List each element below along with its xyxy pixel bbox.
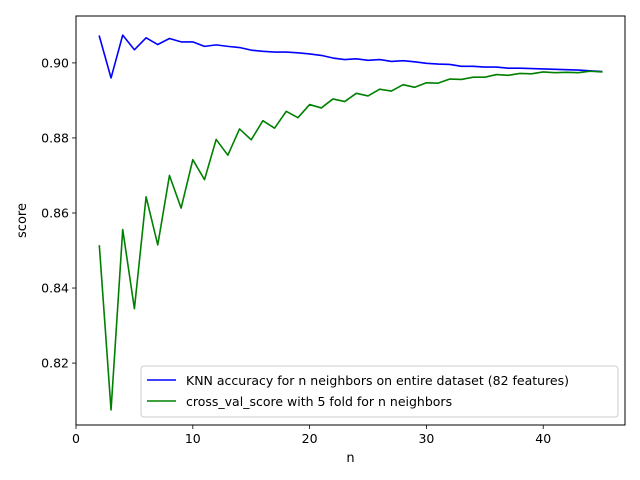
y-tick-label: 0.82 [41, 356, 69, 371]
legend-box [140, 365, 619, 418]
x-tick-label: 20 [302, 431, 318, 446]
y-tick-label: 0.86 [41, 205, 69, 220]
y-tick-label: 0.90 [41, 55, 69, 70]
y-axis-label: score [15, 203, 30, 238]
legend: KNN accuracy for n neighbors on entire d… [140, 365, 619, 418]
plot-frame [75, 15, 626, 426]
plot-lines [98, 34, 603, 411]
legend-label-knn: KNN accuracy for n neighbors on entire d… [186, 373, 569, 388]
y-tick-label: 0.84 [41, 281, 69, 296]
legend-label-cv: cross_val_score with 5 fold for n neighb… [186, 394, 452, 409]
x-axis: 0 10 20 30 40 [72, 425, 551, 446]
series-line-1 [98, 70, 603, 411]
x-tick-label: 40 [535, 431, 551, 446]
x-tick-label: 30 [418, 431, 434, 446]
y-tick-label: 0.88 [41, 130, 69, 145]
x-axis-label: n [346, 451, 354, 466]
series-line-0 [98, 34, 603, 79]
y-axis: 0.82 0.84 0.86 0.88 0.90 [41, 55, 76, 371]
x-tick-label: 0 [72, 431, 80, 446]
x-tick-label: 10 [185, 431, 201, 446]
